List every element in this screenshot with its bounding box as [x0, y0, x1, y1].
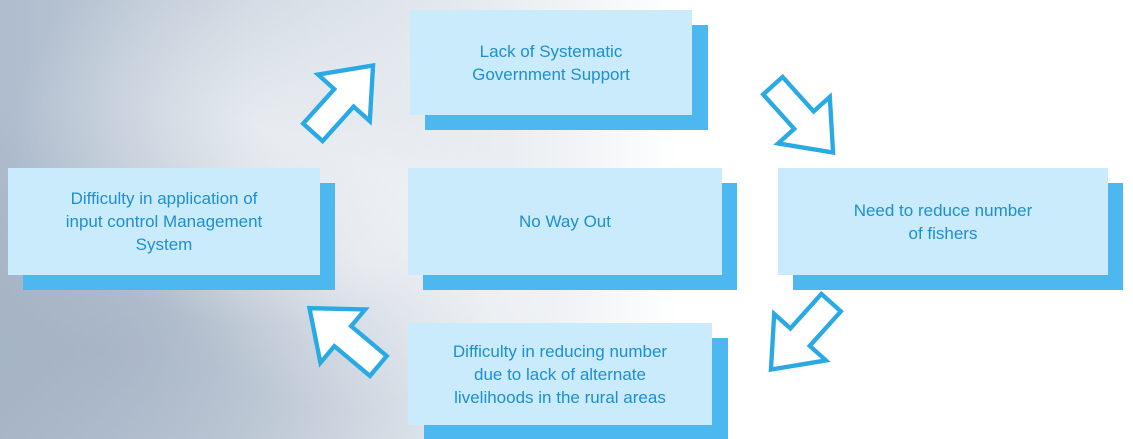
node-label: No Way Out — [519, 212, 611, 231]
node-label: Difficulty in application of — [70, 189, 258, 208]
node-label: due to lack of alternate — [473, 364, 646, 384]
node: Need to reduce number of fishers — [778, 168, 1108, 275]
node: Difficulty in reducing number due to lac… — [408, 323, 712, 425]
arrow — [287, 282, 401, 393]
arrow — [287, 42, 399, 155]
node-label: input control Management — [65, 212, 263, 231]
node-label: livelihoods in the rural areas — [454, 387, 666, 407]
node: Lack of Systematic Government Support — [410, 10, 692, 115]
node-label: Lack of Systematic — [479, 42, 623, 61]
node: No Way Out — [408, 168, 722, 275]
node-label: System — [135, 235, 193, 254]
node-label: of fishers — [908, 223, 978, 243]
arrow — [745, 279, 857, 392]
node-label: Difficulty in reducing number — [452, 341, 668, 361]
node: Difficulty in application of input contr… — [8, 168, 320, 275]
arrow — [747, 62, 859, 175]
node-label: Government Support — [472, 65, 630, 84]
node-label: Need to reduce number — [853, 200, 1033, 220]
